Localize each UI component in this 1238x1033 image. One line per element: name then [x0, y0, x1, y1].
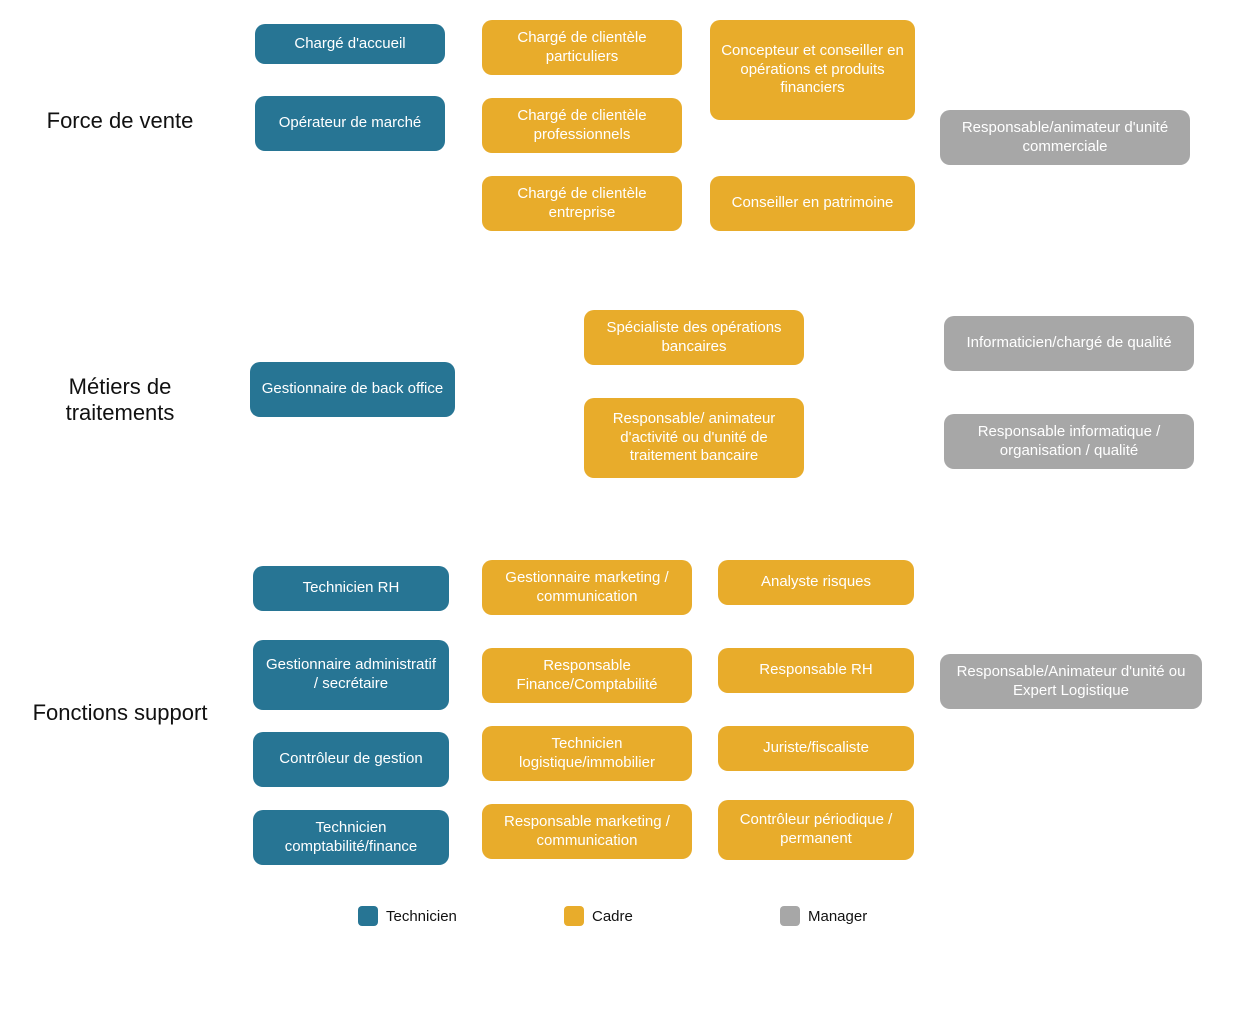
job-box: Contrôleur périodique / permanent: [718, 800, 914, 860]
row-label: Force de vente: [25, 108, 215, 134]
job-box: Responsable marketing / communication: [482, 804, 692, 859]
legend-item: Manager: [780, 906, 867, 926]
job-box: Gestionnaire administratif / secrétaire: [253, 640, 449, 710]
job-box: Chargé de clientèle particuliers: [482, 20, 682, 75]
legend-swatch: [780, 906, 800, 926]
job-box: Responsable/animateur d'unité commercial…: [940, 110, 1190, 165]
legend-swatch: [564, 906, 584, 926]
job-box: Informaticien/chargé de qualité: [944, 316, 1194, 371]
job-box: Technicien comptabilité/finance: [253, 810, 449, 865]
legend-label: Manager: [808, 908, 867, 925]
job-box: Chargé d'accueil: [255, 24, 445, 64]
job-box: Chargé de clientèle entreprise: [482, 176, 682, 231]
legend-item: Technicien: [358, 906, 457, 926]
row-label: Fonctions support: [15, 700, 225, 726]
job-box: Opérateur de marché: [255, 96, 445, 151]
job-box: Spécialiste des opérations bancaires: [584, 310, 804, 365]
job-box: Responsable/ animateur d'activité ou d'u…: [584, 398, 804, 478]
job-box: Juriste/fiscaliste: [718, 726, 914, 771]
job-box: Responsable informatique / organisation …: [944, 414, 1194, 469]
job-box: Responsable/Animateur d'unité ou Expert …: [940, 654, 1202, 709]
legend-label: Cadre: [592, 908, 633, 925]
job-box: Chargé de clientèle professionnels: [482, 98, 682, 153]
job-box: Conseiller en patrimoine: [710, 176, 915, 231]
job-box: Technicien RH: [253, 566, 449, 611]
row-label: Métiers de traitements: [30, 374, 210, 426]
job-box: Concepteur et conseiller en opérations e…: [710, 20, 915, 120]
job-box: Gestionnaire de back office: [250, 362, 455, 417]
job-box: Contrôleur de gestion: [253, 732, 449, 787]
job-box: Analyste risques: [718, 560, 914, 605]
job-box: Responsable RH: [718, 648, 914, 693]
job-box: Responsable Finance/Comptabilité: [482, 648, 692, 703]
diagram-canvas: Force de vente Métiers de traitements Fonc…: [0, 0, 1238, 1033]
job-box: Technicien logistique/immobilier: [482, 726, 692, 781]
job-box: Gestionnaire marketing / communication: [482, 560, 692, 615]
legend-label: Technicien: [386, 908, 457, 925]
legend-swatch: [358, 906, 378, 926]
legend-item: Cadre: [564, 906, 633, 926]
